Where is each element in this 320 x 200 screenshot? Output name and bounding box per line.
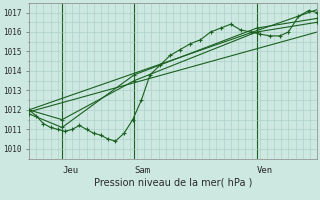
Text: Ven: Ven	[257, 166, 273, 175]
Text: Jeu: Jeu	[62, 166, 78, 175]
X-axis label: Pression niveau de la mer( hPa ): Pression niveau de la mer( hPa )	[94, 177, 252, 187]
Text: Sam: Sam	[134, 166, 150, 175]
